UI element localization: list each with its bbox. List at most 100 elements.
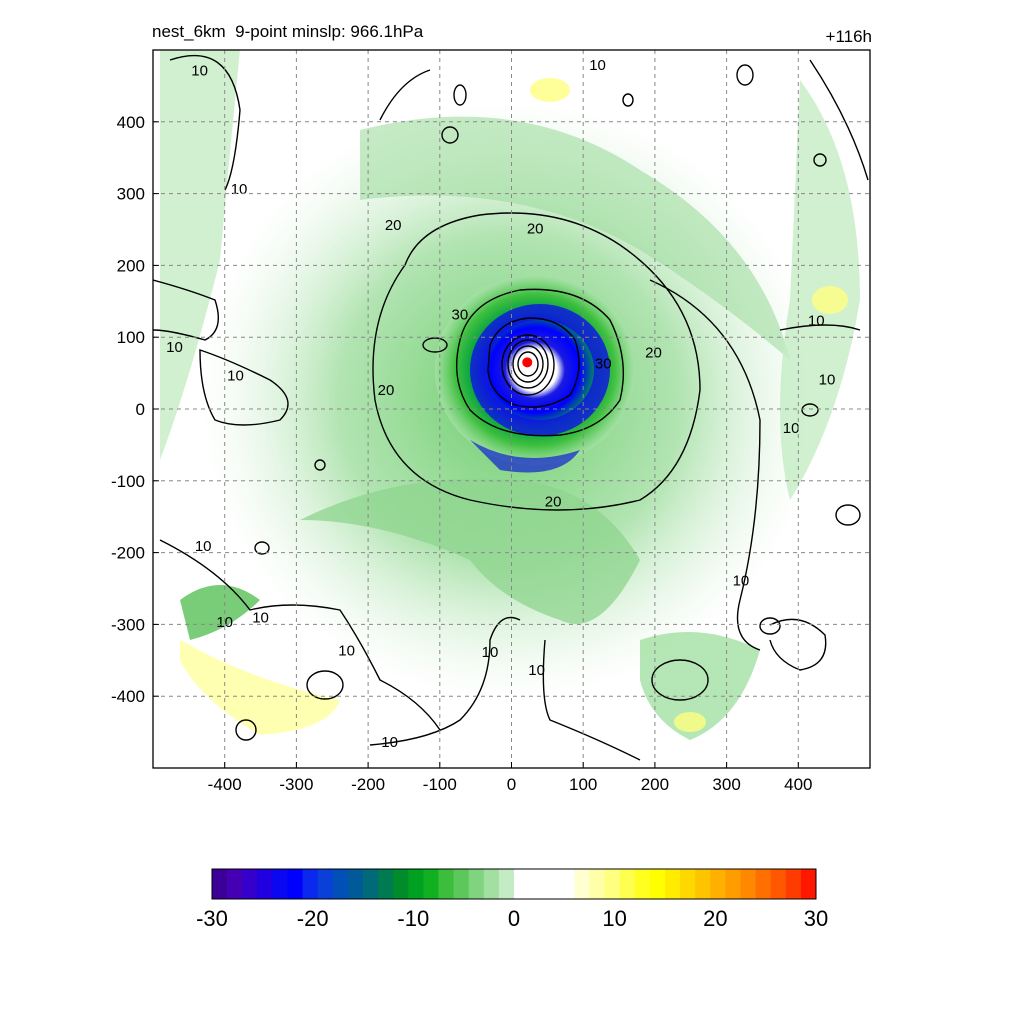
colorbar-swatch (574, 869, 590, 899)
contour-label: 20 (385, 217, 402, 234)
contour-label: 10 (589, 57, 606, 74)
colorbar-swatch (710, 869, 726, 899)
colorbar-swatch (363, 869, 379, 899)
contour-label: 10 (216, 614, 233, 631)
contour-label: 10 (819, 371, 836, 388)
colorbar-swatch (272, 869, 288, 899)
colorbar-swatch (393, 869, 409, 899)
x-tick-label: 0 (507, 775, 516, 794)
contour-label: 10 (338, 643, 355, 660)
colorbar-swatch (227, 869, 243, 899)
x-tick-label: -100 (423, 775, 457, 794)
storm-center-marker (522, 357, 533, 368)
colorbar-swatch (423, 869, 439, 899)
colorbar-swatch (649, 869, 666, 899)
colorbar (211, 868, 817, 900)
y-tick-label: -400 (111, 687, 145, 706)
colorbar-swatch (378, 869, 394, 899)
colorbar-tick-label: -20 (297, 906, 329, 931)
colorbar-swatch (483, 869, 500, 899)
x-tick-label: 200 (641, 775, 669, 794)
colorbar-swatch (800, 869, 817, 899)
contour-label: 10 (808, 312, 825, 329)
contour-label: 10 (733, 572, 750, 589)
chart-title: nest_6km 9-point minslp: 966.1hPa (152, 22, 424, 41)
contour-label: 30 (452, 307, 469, 324)
colorbar-swatch (725, 869, 741, 899)
colorbar-swatch (242, 869, 258, 899)
x-tick-label: -400 (208, 775, 242, 794)
forecast-hour-label: +116h (825, 27, 872, 46)
colorbar-ticks: -30 -20 -10 0 10 20 30 (196, 906, 828, 931)
x-tick-label: -200 (351, 775, 385, 794)
y-tick-label: 100 (117, 328, 145, 347)
colorbar-swatch (665, 869, 681, 899)
colorbar-swatch (317, 869, 334, 899)
colorbar-tick-label: 0 (508, 906, 520, 931)
colorbar-tick-label: -10 (397, 906, 429, 931)
shaded-field (153, 50, 870, 768)
colorbar-swatch (287, 869, 304, 899)
y-tick-label: 200 (117, 256, 145, 275)
colorbar-swatch (695, 869, 711, 899)
colorbar-swatch (408, 869, 424, 899)
y-tick-label: -300 (111, 615, 145, 634)
x-axis: -400 -300 -200 -100 0 100 200 300 400 (208, 762, 812, 794)
y-tick-label: 0 (136, 400, 145, 419)
y-tick-label: 300 (117, 185, 145, 204)
colorbar-swatch (755, 869, 772, 899)
colorbar-swatch (770, 869, 787, 899)
contour-label: 10 (252, 610, 269, 627)
x-tick-label: 400 (784, 775, 812, 794)
contour-label: 10 (227, 368, 244, 385)
colorbar-swatch (544, 869, 560, 899)
contour-label: 30 (595, 355, 612, 372)
colorbar-swatch (740, 869, 757, 899)
y-tick-label: -200 (111, 544, 145, 563)
x-tick-label: 300 (712, 775, 740, 794)
y-axis: 400 300 200 100 0 -100 -200 -300 -400 (111, 113, 159, 706)
contour-label: 20 (527, 221, 544, 238)
contour-label: 10 (166, 339, 183, 356)
colorbar-swatch (514, 869, 530, 899)
colorbar-swatch (680, 869, 696, 899)
colorbar-swatch (332, 869, 349, 899)
contour-label: 10 (231, 181, 248, 198)
y-tick-label: 400 (117, 113, 145, 132)
contour-label: 20 (645, 345, 662, 362)
x-tick-label: 100 (569, 775, 597, 794)
contour-label-layer: 10 10 10 10 20 20 20 20 20 30 30 10 10 10 10 10 10 10 10 10… (166, 57, 836, 751)
colorbar-tick-label: 10 (602, 906, 626, 931)
colorbar-swatch (619, 869, 636, 899)
colorbar-swatch (634, 869, 651, 899)
colorbar-swatch (589, 869, 606, 899)
colorbar-swatch (438, 869, 455, 899)
colorbar-swatch (498, 869, 515, 899)
colorbar-tick-label: 20 (703, 906, 727, 931)
contour-lines (153, 55, 869, 761)
colorbar-swatch (785, 869, 802, 899)
contour-label: 10 (195, 538, 212, 555)
colorbar-swatch (604, 869, 621, 899)
colorbar-swatch (468, 869, 485, 899)
colorbar-swatch (453, 869, 470, 899)
colorbar-swatch (257, 869, 273, 899)
colorbar-swatch (302, 869, 319, 899)
colorbar-frame (211, 868, 817, 900)
contour-label: 20 (378, 382, 395, 399)
x-tick-label: -300 (279, 775, 313, 794)
contour-label: 10 (191, 63, 208, 80)
contour-label: 20 (545, 493, 562, 510)
colorbar-swatch (529, 869, 545, 899)
contour-label: 10 (381, 734, 398, 751)
contour-label: 10 (482, 644, 499, 661)
colorbar-swatch (347, 869, 364, 899)
colorbar-swatch (212, 869, 228, 899)
colorbar-tick-label: 30 (804, 906, 828, 931)
colorbar-tick-label: -30 (196, 906, 228, 931)
contour-label: 10 (528, 662, 545, 679)
y-tick-label: -100 (111, 472, 145, 491)
colorbar-swatch (559, 869, 575, 899)
contour-label: 10 (783, 420, 800, 437)
